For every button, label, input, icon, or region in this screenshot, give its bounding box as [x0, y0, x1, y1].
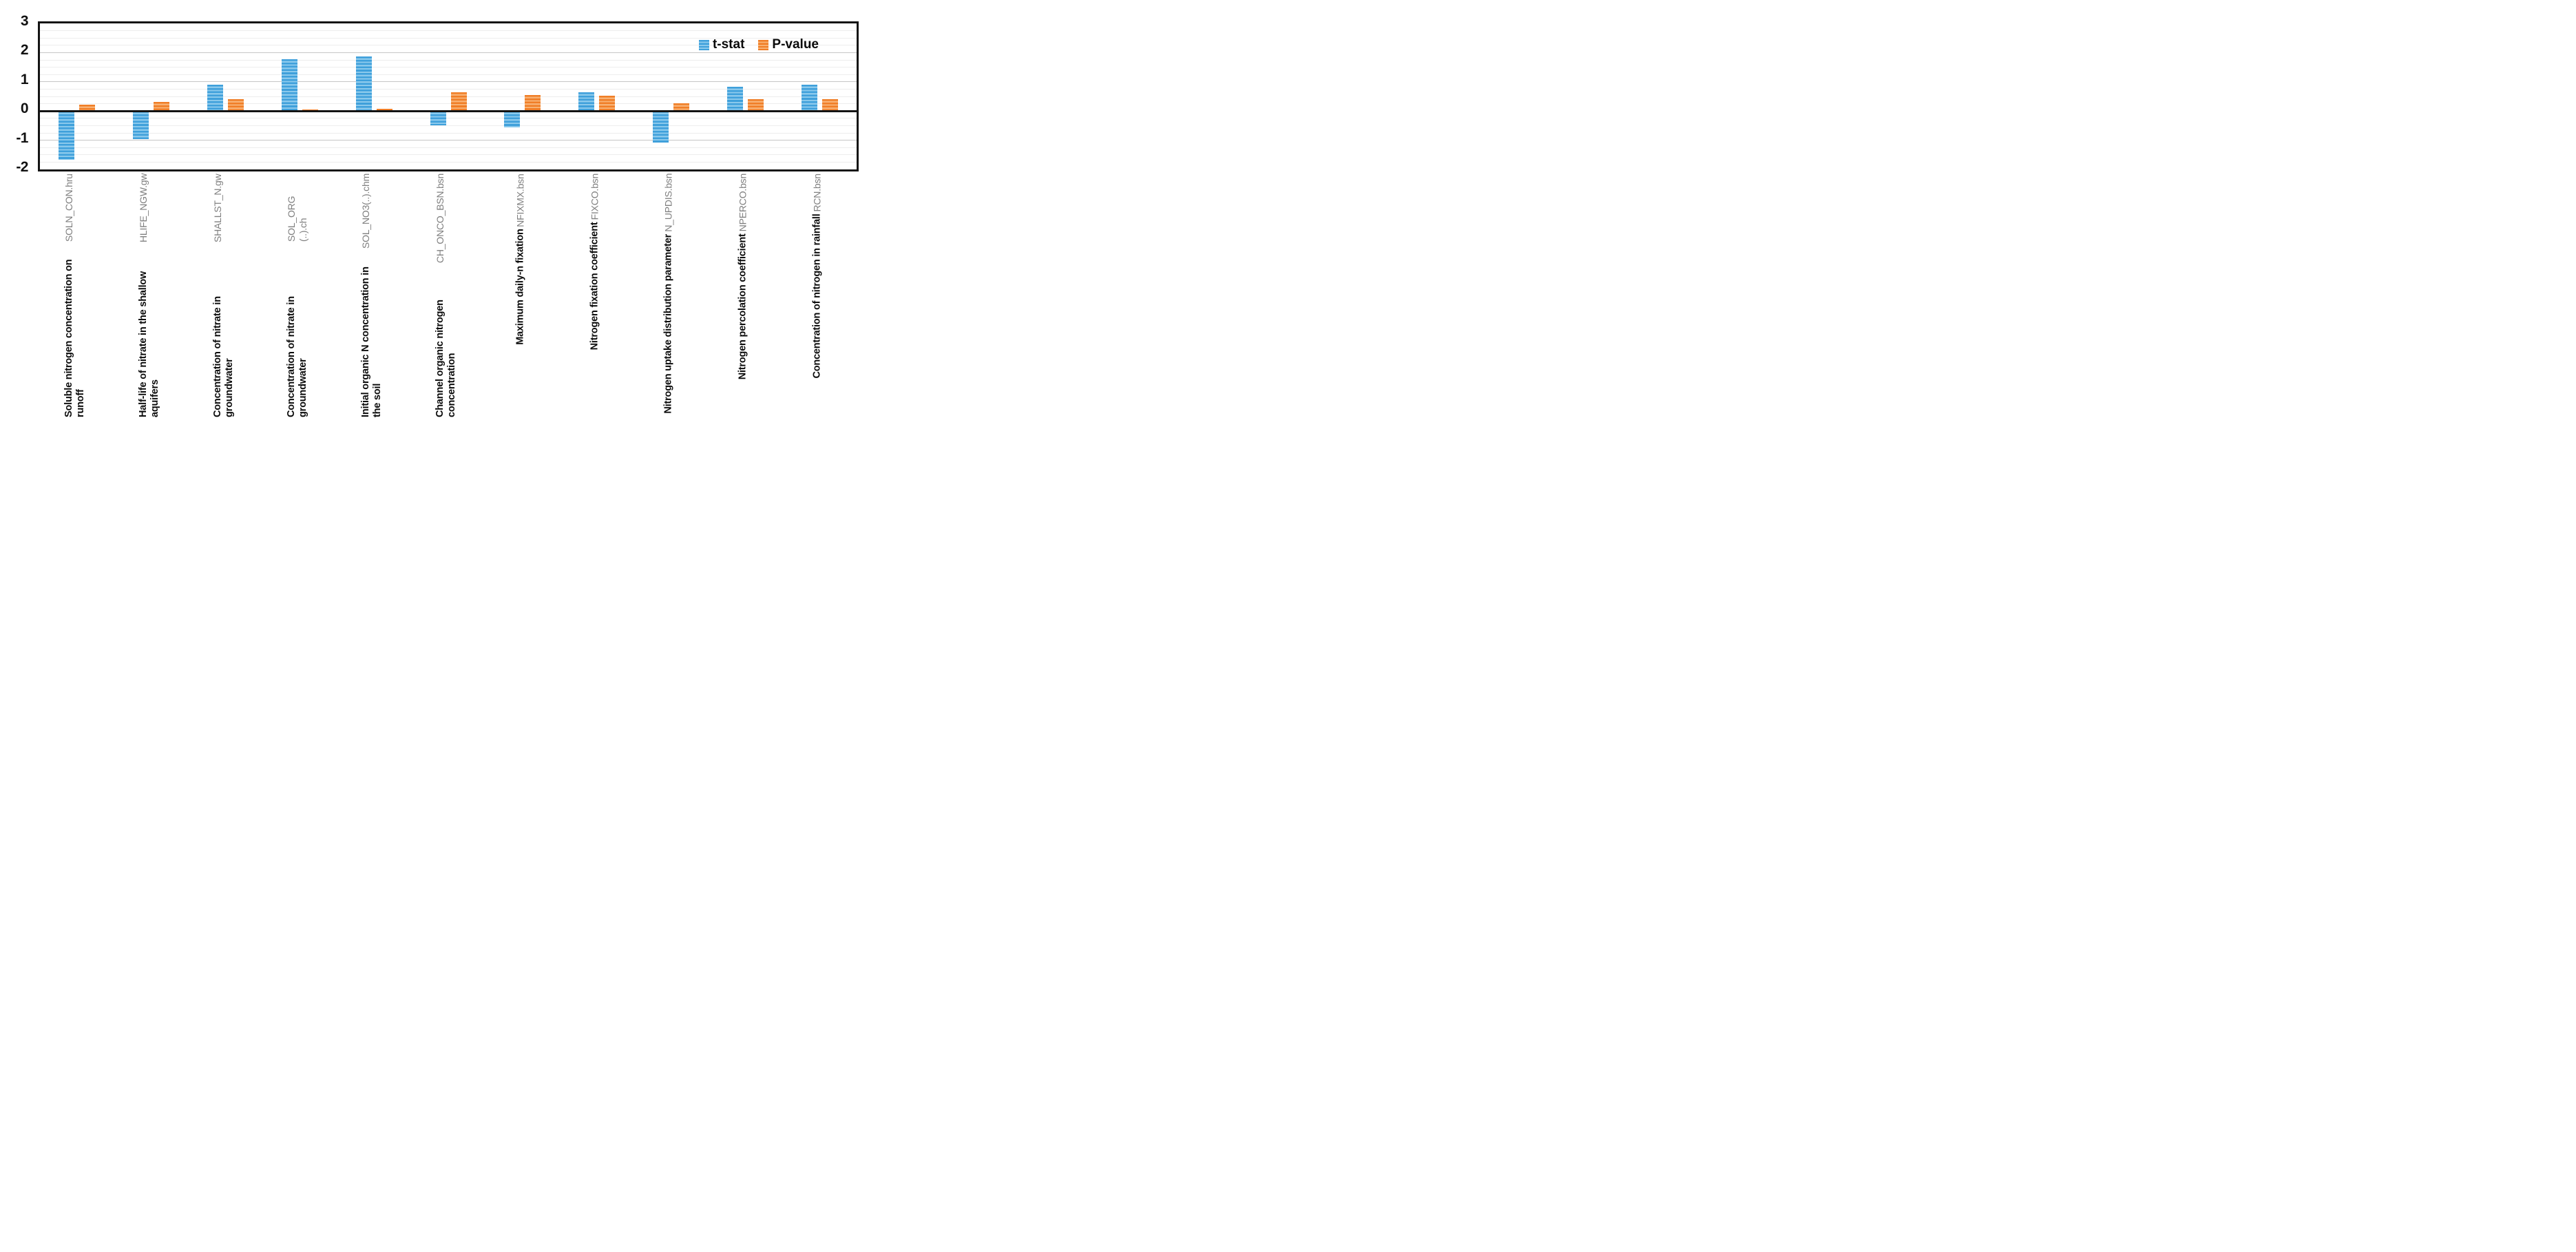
y-tick-label: 0 [20, 101, 29, 117]
bar-pvalue-10 [821, 99, 838, 112]
gridline-minor [40, 30, 857, 32]
legend-item-pvalue: P-value [758, 37, 819, 52]
bar-tstat-0 [59, 111, 75, 160]
category-label: Soluble nitrogen concentration on runoff… [63, 174, 87, 417]
bar-pvalue-6 [525, 94, 541, 112]
gridline-minor [40, 96, 857, 97]
gridline-minor [40, 59, 857, 61]
y-tick-label: 3 [20, 13, 29, 29]
bar-pvalue-7 [599, 95, 616, 112]
category-parameter: FIXCO.bsn [589, 174, 600, 220]
bar-tstat-2 [207, 85, 224, 112]
bar-tstat-8 [652, 111, 669, 143]
category-label: Initial organic N concentration in the s… [360, 174, 384, 417]
category-label: Nitrogen percolation coefficient NPERCO.b… [737, 174, 749, 379]
y-tick-label: 2 [20, 42, 29, 59]
category-parameter: NPERCO.bsn [737, 174, 748, 232]
legend-swatch-icon [758, 39, 769, 50]
gridline-minor [40, 103, 857, 105]
gridline-minor [40, 74, 857, 75]
gridline-minor [40, 88, 857, 90]
y-tick-label: -1 [16, 129, 28, 146]
bar-pvalue-8 [673, 103, 689, 112]
category-parameter: SOL_ORG (..).ch [286, 196, 309, 242]
category-parameter: SHALLST_N.gw [211, 174, 223, 242]
chart-legend: t-stat P-value [698, 37, 819, 52]
bar-pvalue-9 [747, 98, 764, 112]
bar-tstat-6 [504, 111, 521, 128]
gridline-minor [40, 154, 857, 156]
sensitivity-bar-chart: t-stat P-value Soluble nitrogen concentra… [0, 0, 859, 417]
category-label: Half-life of nitrate in the shallow aqui… [138, 174, 161, 417]
bar-pvalue-0 [79, 105, 96, 112]
bar-pvalue-2 [228, 99, 244, 112]
category-parameter: SOL_NO3(..).chm [360, 174, 372, 249]
gridline-minor [40, 147, 857, 148]
category-description: Initial organic N concentration in the s… [360, 267, 384, 417]
category-description: Soluble nitrogen concentration on runoff [63, 259, 86, 417]
gridline-major [40, 52, 857, 53]
category-description: Channel organic nitrogen concentration [434, 300, 457, 417]
bar-tstat-5 [430, 111, 446, 125]
category-description: Half-life of nitrate in the shallow aqui… [137, 271, 160, 417]
y-tick-label: -2 [16, 159, 28, 175]
category-parameter: CH_ONCO_BSN.bsn [434, 174, 446, 264]
gridline-minor [40, 132, 857, 134]
category-parameter: HLIFE_NGW.gw [137, 174, 149, 243]
legend-label: t-stat [712, 37, 745, 52]
bar-tstat-10 [801, 85, 817, 112]
category-description: Nitrogen percolation coefficient [737, 233, 748, 380]
y-tick-label: 1 [20, 71, 29, 87]
gridline-minor [40, 125, 857, 126]
category-label: Maximum daily-n fixation NFIXMX.bsn [514, 174, 526, 345]
bar-pvalue-1 [154, 102, 170, 112]
category-description: Concentration of nitrate in groundwater [286, 296, 309, 417]
category-description: Nitrogen uptake distribution parameter [662, 233, 674, 414]
category-parameter: N_UPDIS.bsn [662, 174, 674, 232]
bar-tstat-1 [133, 111, 149, 139]
gridline-minor [40, 161, 857, 163]
category-parameter: NFIXMX.bsn [514, 174, 526, 227]
category-label: Concentration of nitrogen in rainfall RCN… [812, 174, 824, 379]
bar-tstat-4 [355, 56, 372, 112]
category-parameter: SOLN_CON.hru [63, 174, 74, 242]
x-axis-labels: Soluble nitrogen concentration on runoff… [38, 174, 855, 417]
category-parameter: RCN.bsn [811, 174, 823, 212]
gridline-minor [40, 37, 857, 39]
bar-tstat-3 [281, 59, 297, 112]
category-label: Nitrogen uptake distribution parameter N_… [663, 174, 675, 414]
category-description: Concentration of nitrate in groundwater [211, 296, 235, 417]
legend-label: P-value [772, 37, 819, 52]
category-label: Channel organic nitrogen concentration CH… [434, 174, 458, 417]
plot-area: t-stat P-value [38, 21, 859, 171]
gridline-major [40, 81, 857, 83]
category-description: Nitrogen fixation coefficient [589, 222, 600, 351]
category-label: Nitrogen fixation coefficient FIXCO.bsn [589, 174, 600, 350]
bar-pvalue-5 [450, 92, 467, 112]
legend-swatch-icon [698, 39, 709, 50]
category-label: Concentration of nitrate in groundwater S… [212, 174, 235, 417]
category-label: Concentration of nitrate in groundwater S… [286, 174, 309, 417]
category-description: Maximum daily-n fixation [514, 229, 526, 345]
legend-item-tstat: t-stat [698, 37, 745, 52]
bar-tstat-7 [578, 92, 595, 112]
bar-tstat-9 [726, 87, 743, 112]
category-description: Concentration of nitrogen in rainfall [811, 213, 823, 379]
zero-axis-line [40, 109, 857, 112]
